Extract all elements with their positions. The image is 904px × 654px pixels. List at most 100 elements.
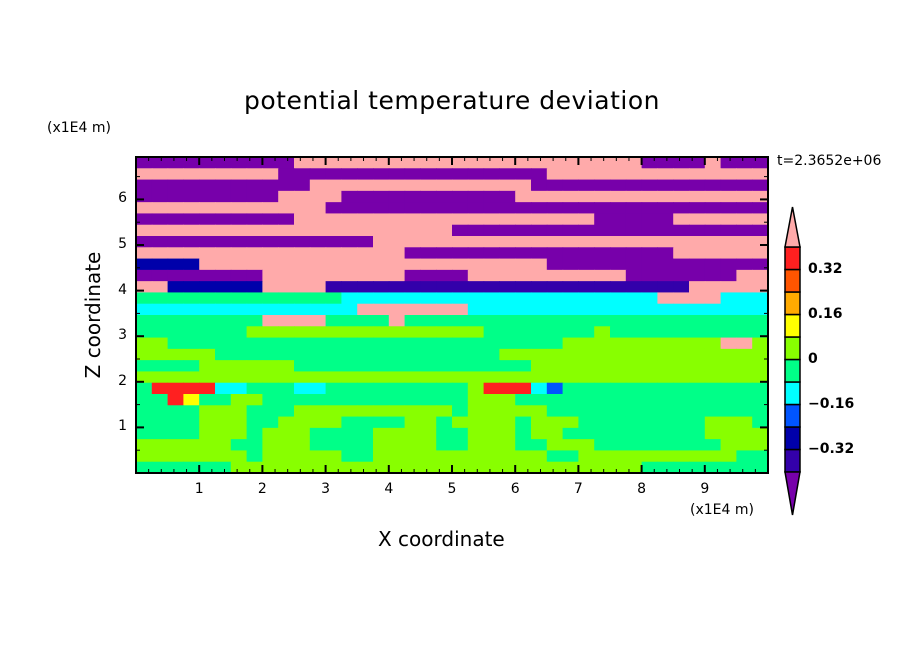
heatmap-cell [452,450,469,463]
heatmap-cell [594,258,611,271]
heatmap-cell [183,168,200,181]
heatmap-cell [151,168,169,181]
heatmap-cell [325,461,342,474]
heatmap-cell [531,224,548,237]
heatmap-cell [546,315,564,327]
heatmap-cell [641,269,658,282]
heatmap-cell [594,168,611,181]
heatmap-cell [230,315,248,327]
heatmap-cell [262,236,279,248]
heatmap-cell [215,450,232,463]
heatmap-cell [309,247,327,260]
heatmap-cell [499,461,516,474]
colorbar-box [784,268,801,293]
heatmap-cell [388,224,406,237]
heatmap-cell [151,258,169,271]
heatmap-cell [594,224,611,237]
heatmap-cell [641,461,658,474]
heatmap-cell [262,202,279,215]
heatmap-cell [325,157,342,169]
heatmap-cell [294,269,311,282]
heatmap-cell [562,371,579,384]
heatmap-cell [309,382,327,395]
heatmap-cell [230,439,248,452]
heatmap-cell [499,190,516,203]
heatmap-cell [657,394,674,406]
heatmap-cell [373,247,390,260]
heatmap-cell [436,247,453,260]
heatmap-cell [546,360,564,373]
heatmap-cell [610,292,627,305]
heatmap-cell [736,337,753,350]
heatmap-cell [341,303,358,316]
heatmap-cell [578,450,595,463]
heatmap-cell [689,439,706,452]
heatmap-cell [641,281,658,294]
colorbar-box [784,358,801,383]
heatmap-cell [625,450,643,463]
heatmap-cell [246,326,263,339]
heatmap-cell [420,439,437,452]
heatmap-cell [436,416,453,429]
heatmap-cell [357,269,374,282]
heatmap-cell [436,439,453,452]
heatmap-cell [341,224,358,237]
heatmap-cell [136,236,153,248]
heatmap-cell [641,292,658,305]
heatmap-cell [594,394,611,406]
heatmap-cell [404,303,421,316]
heatmap-cell [515,315,532,327]
heatmap-cell [325,348,342,361]
y-tick-label: 2 [118,372,127,389]
heatmap-cell [167,213,184,226]
heatmap-cell [278,371,295,384]
heatmap-cell [499,202,516,215]
heatmap-cell [641,382,658,395]
heatmap-cell [499,439,516,452]
heatmap-cell [625,202,643,215]
heatmap-cell [199,269,216,282]
heatmap-cell [594,315,611,327]
heatmap-cell [151,303,169,316]
colorbar-tick-label: 0.32 [808,260,843,277]
heatmap-cell [689,315,706,327]
heatmap-cell [499,236,516,248]
heatmap-cell [262,416,279,429]
heatmap-cell [215,224,232,237]
heatmap-cell [325,360,342,373]
heatmap-cell [420,213,437,226]
heatmap-cell [294,258,311,271]
colorbar-extend-top [784,206,801,248]
heatmap-cell [594,281,611,294]
heatmap-cell [309,416,327,429]
heatmap-cell [546,236,564,248]
heatmap-cell [594,236,611,248]
heatmap-cell [136,247,153,260]
heatmap-cell [594,382,611,395]
heatmap-cell [531,168,548,181]
heatmap-cell [736,258,753,271]
heatmap-cell [230,269,248,282]
heatmap-cell [151,292,169,305]
heatmap-cell [499,224,516,237]
heatmap-cell [262,461,279,474]
heatmap-cell [404,281,421,294]
heatmap-cell [720,168,737,181]
heatmap-cell [610,258,627,271]
heatmap-cell [294,427,311,440]
heatmap-cell [483,168,500,181]
heatmap-cell [373,179,390,192]
heatmap-cell [641,416,658,429]
heatmap-cell [625,258,643,271]
heatmap-cell [610,439,627,452]
heatmap-cell [752,213,769,226]
heatmap-cell [436,303,453,316]
heatmap-cell [230,157,248,169]
heatmap-cell [578,394,595,406]
heatmap-cell [215,315,232,327]
heatmap-cell [167,281,184,294]
heatmap-cell [546,179,564,192]
heatmap-cell [404,157,421,169]
heatmap-cell [341,281,358,294]
heatmap-cell [294,190,311,203]
